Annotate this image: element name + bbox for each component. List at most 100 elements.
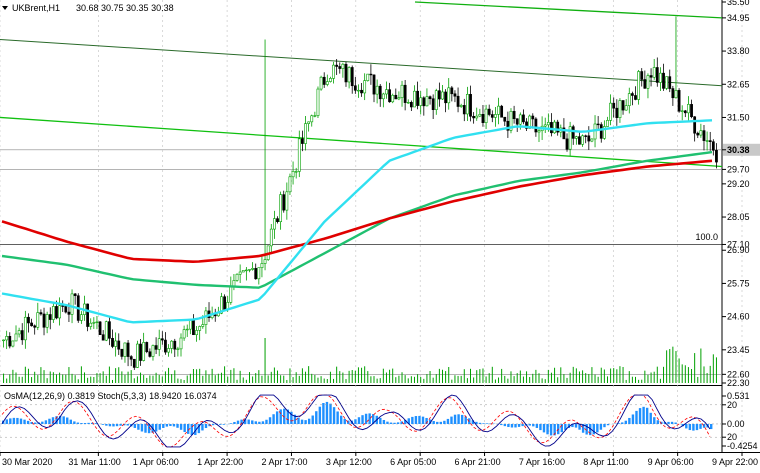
candle-body xyxy=(42,313,46,328)
candle-body xyxy=(434,90,438,110)
candle-body xyxy=(285,191,289,211)
candle-body xyxy=(571,126,575,139)
candle-body xyxy=(425,96,429,107)
candle-body xyxy=(273,218,276,230)
osma-bar xyxy=(247,419,250,424)
osma-bar xyxy=(243,419,247,424)
candle-body xyxy=(609,102,612,121)
candle-body xyxy=(708,140,712,143)
candle-body xyxy=(469,94,472,117)
candle-body xyxy=(509,111,513,131)
osma-bar xyxy=(179,423,183,430)
candle-body xyxy=(484,108,488,123)
time-tick-label: 6 Apr 21:00 xyxy=(455,457,501,467)
osma-bar xyxy=(407,418,410,424)
osma-bar xyxy=(539,423,542,431)
osma-bar xyxy=(229,423,233,424)
osma-bar xyxy=(41,421,44,424)
candle-body xyxy=(459,105,463,107)
osma-bar xyxy=(300,419,304,424)
osma-bar xyxy=(5,419,8,424)
candle-body xyxy=(640,71,644,80)
candle-body xyxy=(487,108,491,115)
candle-body xyxy=(297,138,301,172)
osma-bar xyxy=(126,423,129,426)
candlesticks xyxy=(2,16,718,370)
candle-body xyxy=(148,351,152,357)
price-tick-label: 26.90 xyxy=(727,245,750,255)
candle-body xyxy=(310,115,314,123)
osma-bar xyxy=(560,423,563,433)
trend-channel-lines xyxy=(0,1,723,168)
candle-body xyxy=(500,105,504,118)
osma-bar xyxy=(581,423,585,433)
candle-body xyxy=(655,67,659,83)
dropdown-arrow-icon[interactable] xyxy=(2,6,8,10)
osma-bar xyxy=(162,423,165,428)
osma-bar xyxy=(219,423,222,425)
osma-bar xyxy=(635,410,638,424)
osma-bar xyxy=(322,403,325,424)
candle-body xyxy=(481,114,485,123)
candle-body xyxy=(89,322,93,327)
candle-body xyxy=(164,339,167,353)
osma-bar xyxy=(478,422,482,424)
osma-bar xyxy=(631,414,635,424)
candle-body xyxy=(522,114,525,123)
osma-bar xyxy=(450,416,453,424)
candle-body xyxy=(307,121,311,124)
osma-bar xyxy=(507,423,510,428)
candle-body xyxy=(693,116,697,134)
candle-body xyxy=(478,114,482,117)
candle-body xyxy=(671,88,675,99)
candle-body xyxy=(578,136,581,145)
osma-bar xyxy=(443,420,446,424)
osma-bar xyxy=(528,423,531,426)
candle-body xyxy=(185,328,189,331)
osma-bar xyxy=(201,423,204,431)
osma-bar xyxy=(596,423,599,433)
candle-body xyxy=(123,342,127,357)
candle-body xyxy=(51,306,55,320)
candle-body xyxy=(372,74,376,95)
osma-bar xyxy=(204,423,208,429)
candle-body xyxy=(518,114,522,125)
osma-bar xyxy=(649,412,652,424)
candle-body xyxy=(92,322,96,324)
osma-bar xyxy=(211,423,215,426)
price-tick-label: 32.65 xyxy=(727,79,750,89)
candle-body xyxy=(705,140,709,142)
candle-body xyxy=(8,336,12,347)
osma-bar xyxy=(94,423,97,424)
osma-bar xyxy=(144,423,147,433)
osma-bar xyxy=(599,423,603,430)
candle-body xyxy=(475,115,479,119)
oscillator-panel xyxy=(0,394,722,448)
candle-body xyxy=(375,85,379,95)
osma-bar xyxy=(236,420,240,424)
candle-body xyxy=(531,115,535,120)
time-tick-label: 31 Mar 11:00 xyxy=(68,457,120,467)
osma-bar xyxy=(133,423,137,428)
time-axis: 30 Mar 2020 31 Mar 11:00 1 Apr 06:00 1 Apr … xyxy=(0,452,758,467)
candle-body xyxy=(61,305,65,307)
osma-bar xyxy=(44,420,48,424)
candle-body xyxy=(360,89,363,94)
candle-body xyxy=(350,67,354,87)
osma-bar xyxy=(258,421,261,424)
candle-body xyxy=(534,118,538,133)
osma-bar xyxy=(51,417,55,424)
osma-bar xyxy=(695,423,699,431)
osma-bar xyxy=(176,423,179,428)
osma-bar xyxy=(112,423,115,427)
osma-bar xyxy=(265,419,268,424)
candle-body xyxy=(182,329,186,339)
candle-body xyxy=(627,93,631,106)
candle-body xyxy=(556,121,560,133)
osma-bar xyxy=(137,423,140,430)
candle-body xyxy=(279,194,283,222)
osma-bar xyxy=(34,422,37,424)
candle-body xyxy=(136,343,139,368)
